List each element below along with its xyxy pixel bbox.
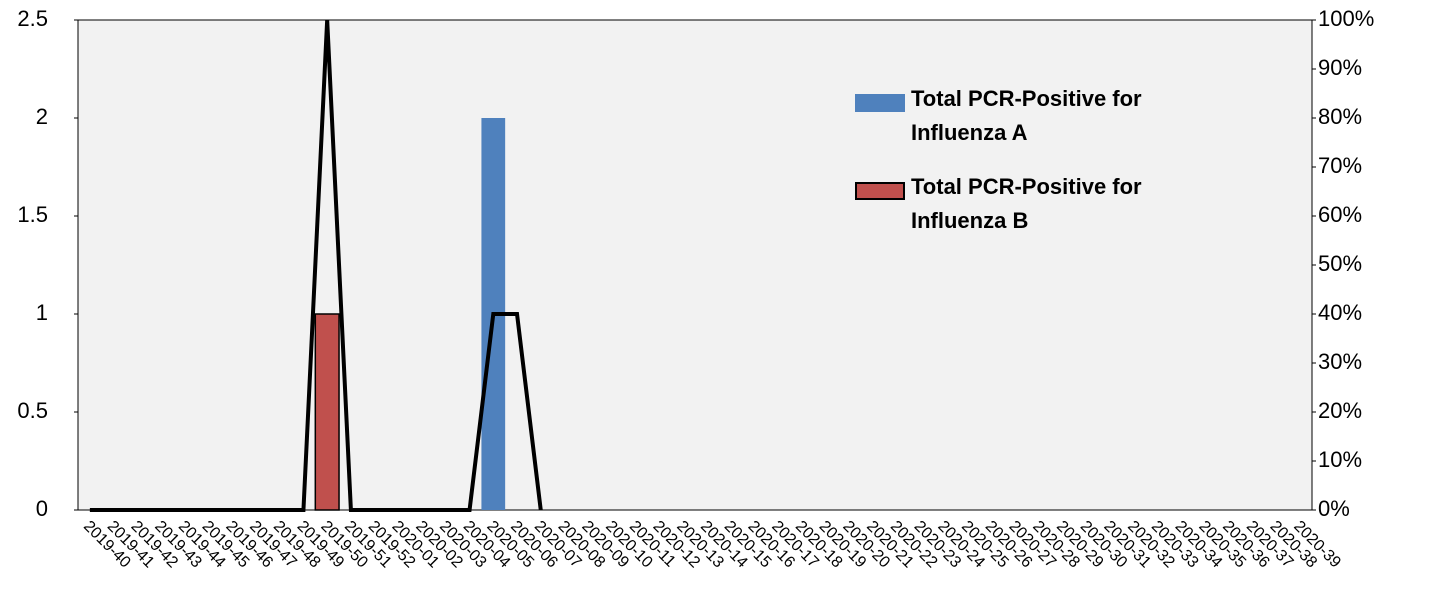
y2-tick-label: 40%: [1318, 300, 1362, 325]
plot-area: [77, 19, 1313, 511]
y2-tick-label: 60%: [1318, 202, 1362, 227]
y-tick-label: 1: [36, 300, 48, 325]
legend-swatch: [855, 182, 905, 200]
y2-tick-label: 50%: [1318, 251, 1362, 276]
y2-tick-label: 80%: [1318, 104, 1362, 129]
y2-tick-label: 20%: [1318, 398, 1362, 423]
line: [89, 19, 543, 512]
legend-item: Total PCR-Positive for Influenza A: [855, 86, 1201, 150]
legend-swatch: [855, 94, 905, 112]
y2-tick-label: 30%: [1318, 349, 1362, 374]
y2-tick-label: 90%: [1318, 55, 1362, 80]
legend-label: Total PCR-Positive for Influenza A: [911, 86, 1142, 145]
y-tick-label: 1.5: [17, 202, 48, 227]
legend-label: Total PCR-Positive for Influenza B: [911, 174, 1142, 233]
y2-tick-label: 0%: [1318, 496, 1350, 521]
y2-tick-label: 70%: [1318, 153, 1362, 178]
legend-item: Total PCR-Positive for Influenza B: [855, 174, 1201, 238]
y2-tick-label: 10%: [1318, 447, 1362, 472]
bar: [314, 313, 340, 511]
y2-tick-label: 100%: [1318, 6, 1374, 31]
y-tick-label: 2: [36, 104, 48, 129]
y-tick-label: 0.5: [17, 398, 48, 423]
y-tick-label: 0: [36, 496, 48, 521]
y-tick-label: 2.5: [17, 6, 48, 31]
